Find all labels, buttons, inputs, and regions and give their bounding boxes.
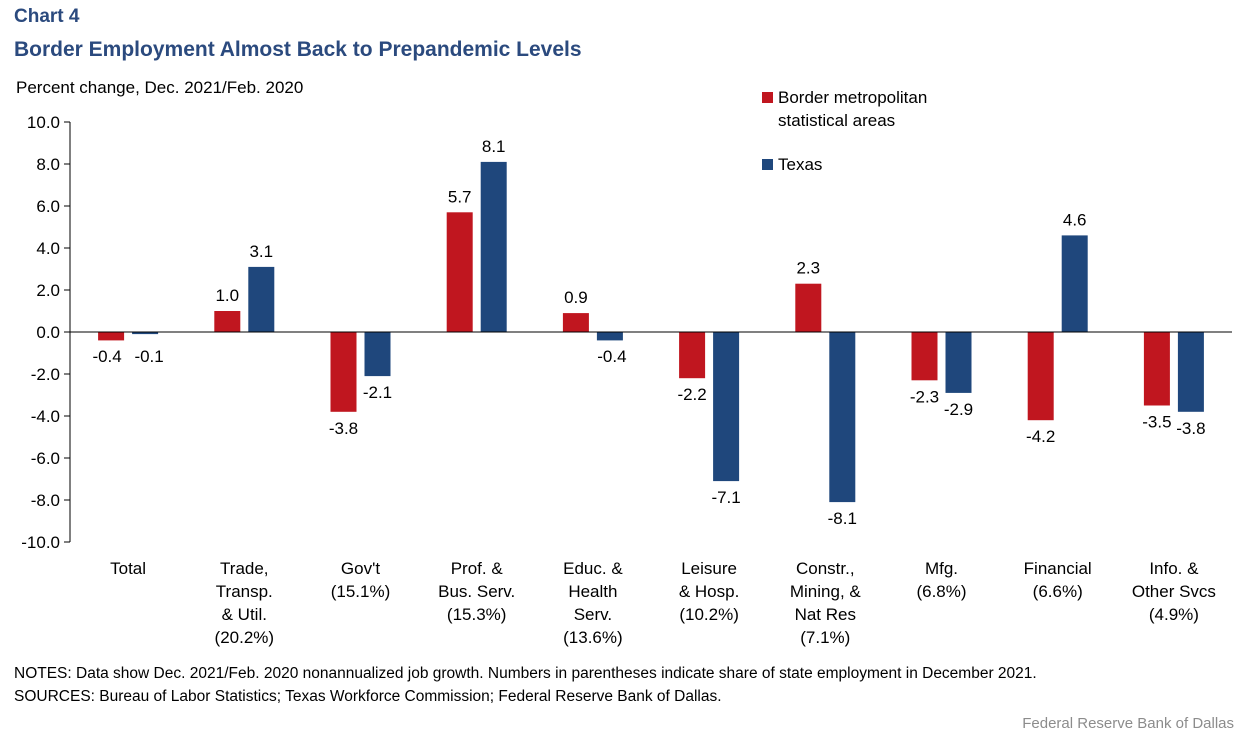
y-tick-label: 10.0 xyxy=(27,113,60,132)
data-label: -2.1 xyxy=(363,383,392,402)
y-tick-label: -4.0 xyxy=(31,407,60,426)
data-label: -7.1 xyxy=(711,488,740,507)
data-label: 4.6 xyxy=(1063,210,1087,229)
x-tick-label: (20.2%) xyxy=(215,628,275,647)
bar-texas xyxy=(945,332,972,393)
y-tick-label: -10.0 xyxy=(21,533,60,552)
x-tick-label: Serv. xyxy=(574,605,612,624)
y-tick-label: 8.0 xyxy=(36,155,60,174)
x-tick-label: Educ. & xyxy=(563,559,623,578)
chart-title: Border Employment Almost Back to Prepand… xyxy=(14,38,582,61)
x-tick-label: (6.8%) xyxy=(916,582,966,601)
bar-border xyxy=(330,332,357,412)
data-label: -0.4 xyxy=(597,347,626,366)
y-tick-label: -6.0 xyxy=(31,449,60,468)
data-label: -3.5 xyxy=(1142,413,1171,432)
x-tick-label: (10.2%) xyxy=(679,605,739,624)
bar-border xyxy=(679,332,706,379)
x-tick-label: & Util. xyxy=(222,605,267,624)
data-label: -2.9 xyxy=(944,400,973,419)
bar-texas xyxy=(132,332,159,335)
legend-label: Border metropolitan xyxy=(778,88,927,107)
bar-texas xyxy=(596,332,623,341)
y-axis: 10.0 8.0 6.0 4.0 2.0 0.0 -2.0 -4.0 -6.0 -8.0 -10.0 xyxy=(21,113,71,552)
data-label: -3.8 xyxy=(1176,419,1205,438)
credit-text: Federal Reserve Bank of Dallas xyxy=(1022,715,1234,732)
data-label: 8.1 xyxy=(482,137,506,156)
legend-label: Texas xyxy=(778,155,822,174)
x-tick-label: (4.9%) xyxy=(1149,605,1199,624)
y-tick-label: -2.0 xyxy=(31,365,60,384)
data-label: 5.7 xyxy=(448,187,472,206)
data-label: -2.2 xyxy=(677,385,706,404)
data-label: 3.1 xyxy=(249,242,273,261)
bar-texas xyxy=(713,332,740,482)
bar-texas xyxy=(364,332,391,377)
y-tick-label: 2.0 xyxy=(36,281,60,300)
x-tick-label: (15.3%) xyxy=(447,605,507,624)
x-tick-label: Trade, xyxy=(220,559,269,578)
y-tick-label: 4.0 xyxy=(36,239,60,258)
bar-texas xyxy=(829,332,856,503)
y-tick-label: 0.0 xyxy=(36,323,60,342)
bar-border xyxy=(795,283,822,332)
x-tick-label: (13.6%) xyxy=(563,628,623,647)
x-tick-label: Financial xyxy=(1024,559,1092,578)
chart-number: Chart 4 xyxy=(14,6,80,27)
x-tick-label: (15.1%) xyxy=(331,582,391,601)
x-tick-label: Gov't xyxy=(341,559,380,578)
legend: Border metropolitan statistical areas Texa… xyxy=(762,88,927,174)
bar-texas xyxy=(1061,235,1088,332)
data-label: -2.3 xyxy=(910,387,939,406)
x-tick-label: Leisure xyxy=(681,559,737,578)
x-tick-label: Prof. & xyxy=(451,559,504,578)
bar-border xyxy=(1143,332,1170,406)
data-label: 0.9 xyxy=(564,288,588,307)
bar-texas xyxy=(1177,332,1204,412)
x-tick-label: Bus. Serv. xyxy=(438,582,515,601)
x-tick-label: Total xyxy=(110,559,146,578)
x-tick-label: Mfg. xyxy=(925,559,958,578)
legend-swatch-border xyxy=(762,92,773,103)
x-axis: Total Trade, Transp. & Util. (20.2%) Gov't (15… xyxy=(70,331,1232,647)
y-axis-label: Percent change, Dec. 2021/Feb. 2020 xyxy=(16,78,303,97)
data-label: -0.4 xyxy=(92,347,121,366)
x-tick-label: Transp. xyxy=(216,582,273,601)
bar-texas xyxy=(248,266,275,332)
x-tick-label: (7.1%) xyxy=(800,628,850,647)
bar-border xyxy=(98,332,125,341)
y-tick-label: 6.0 xyxy=(36,197,60,216)
bar-border xyxy=(214,311,241,332)
data-label: 1.0 xyxy=(215,286,239,305)
x-tick-label: Info. & xyxy=(1149,559,1199,578)
data-label: -8.1 xyxy=(828,509,857,528)
notes-block: NOTES: Data show Dec. 2021/Feb. 2020 non… xyxy=(14,662,1037,708)
bar-border xyxy=(562,313,589,332)
data-label: -4.2 xyxy=(1026,427,1055,446)
data-label: -3.8 xyxy=(329,419,358,438)
legend-label: statistical areas xyxy=(778,111,895,130)
data-label: 2.3 xyxy=(796,259,820,278)
y-tick-label: -8.0 xyxy=(31,491,60,510)
x-tick-label: Nat Res xyxy=(795,605,856,624)
x-tick-label: Other Svcs xyxy=(1132,582,1216,601)
sources-text: SOURCES: Bureau of Labor Statistics; Tex… xyxy=(14,688,722,705)
x-tick-label: Mining, & xyxy=(790,582,862,601)
x-tick-label: (6.6%) xyxy=(1033,582,1083,601)
bars: -0.4 1.0 -3.8 5.7 0.9 -2.2 2.3 -2.3 -4.2 -3.5 -0.1… xyxy=(92,137,1205,528)
notes-text: NOTES: Data show Dec. 2021/Feb. 2020 non… xyxy=(14,665,1037,682)
legend-swatch-texas xyxy=(762,159,773,170)
bar-chart: Percent change, Dec. 2021/Feb. 2020 Bord… xyxy=(16,78,1232,647)
bar-border xyxy=(911,332,938,381)
x-tick-label: Constr., xyxy=(796,559,855,578)
x-tick-label: Health xyxy=(568,582,617,601)
bar-border xyxy=(1027,332,1054,421)
x-tick-label: & Hosp. xyxy=(679,582,739,601)
bar-texas xyxy=(480,161,507,332)
bar-border xyxy=(446,212,473,332)
data-label: -0.1 xyxy=(134,347,163,366)
